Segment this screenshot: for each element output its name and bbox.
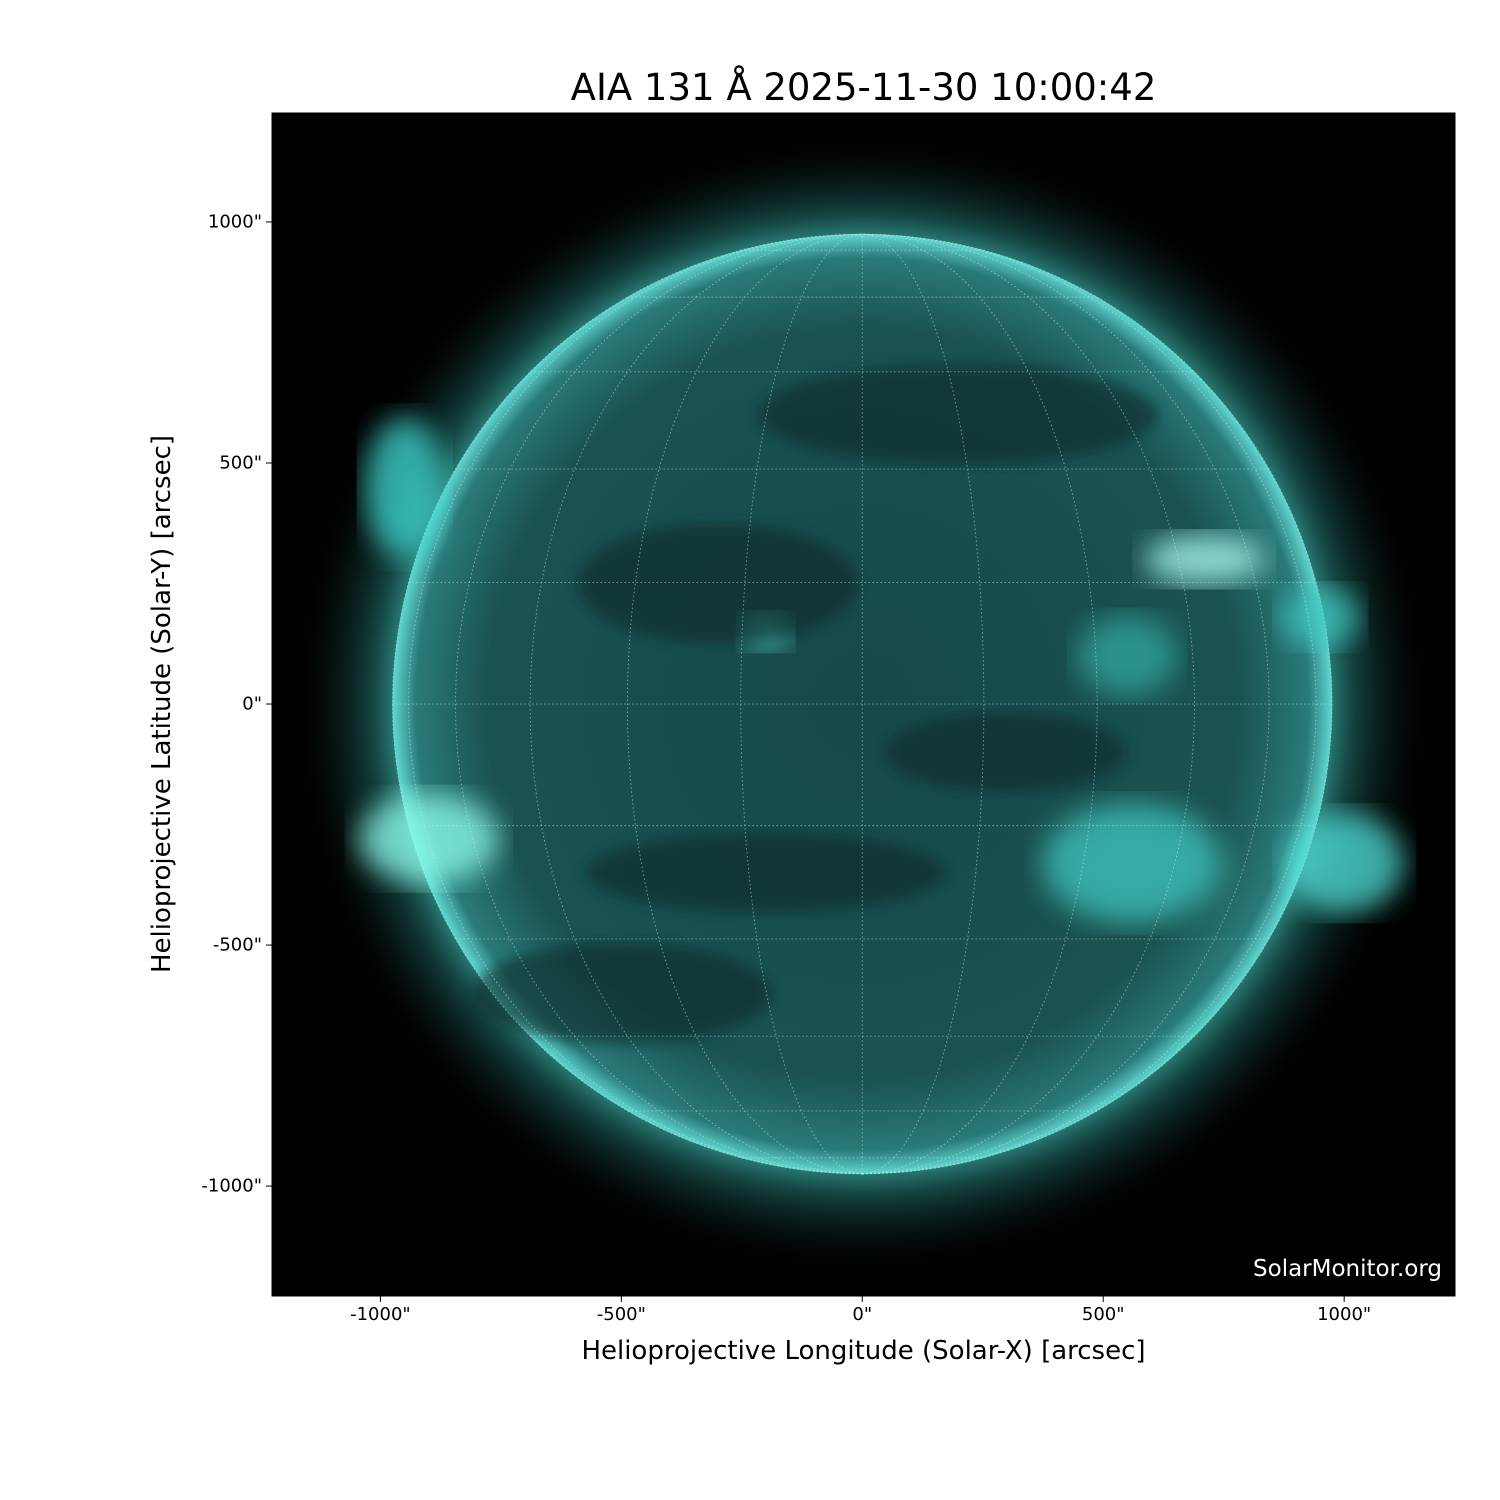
longitude-gridline xyxy=(862,233,1195,1175)
x-tick-label: -1000" xyxy=(350,1304,411,1325)
dark-filament xyxy=(577,523,858,644)
longitude-gridline xyxy=(862,233,1098,1175)
longitude-gridline xyxy=(862,233,1317,1175)
active-region xyxy=(364,417,445,558)
longitude-gridline xyxy=(454,233,863,1175)
chart-title: AIA 131 Å 2025-11-30 10:00:42 xyxy=(570,66,1157,109)
dark-filament xyxy=(585,832,946,913)
dark-filament xyxy=(886,712,1127,793)
x-tick-label: 1000" xyxy=(1317,1304,1372,1325)
y-tick-label: 0" xyxy=(242,693,262,715)
x-tick-label: -500" xyxy=(596,1304,646,1325)
longitude-gridline xyxy=(862,233,1270,1175)
axes-area xyxy=(272,113,1455,1296)
y-tick-label: 500" xyxy=(219,452,262,474)
x-tick-label: 0" xyxy=(852,1304,873,1325)
active-region xyxy=(1284,813,1405,914)
dark-filament xyxy=(471,943,772,1044)
active-region xyxy=(358,793,499,884)
y-axis-label: Helioprojective Latitude (Solar-Y) [arcs… xyxy=(147,434,177,974)
x-axis-label: Helioprojective Longitude (Solar-X) [arc… xyxy=(581,1336,1146,1366)
y-tick-label: -500" xyxy=(212,934,262,956)
x-tick-label: 500" xyxy=(1081,1304,1125,1325)
solar-disk xyxy=(392,234,1333,1174)
longitude-gridline xyxy=(529,233,863,1175)
active-region xyxy=(1144,534,1265,585)
longitude-gridline xyxy=(626,233,863,1175)
y-tick-label: 1000" xyxy=(207,211,262,233)
dark-filament xyxy=(758,364,1159,465)
longitude-gridline xyxy=(408,233,863,1175)
active-region xyxy=(1280,587,1361,648)
y-tick-label: -1000" xyxy=(201,1175,262,1197)
active-region xyxy=(1042,803,1223,924)
active-region xyxy=(1077,615,1178,696)
watermark: SolarMonitor.org xyxy=(1253,1256,1442,1282)
